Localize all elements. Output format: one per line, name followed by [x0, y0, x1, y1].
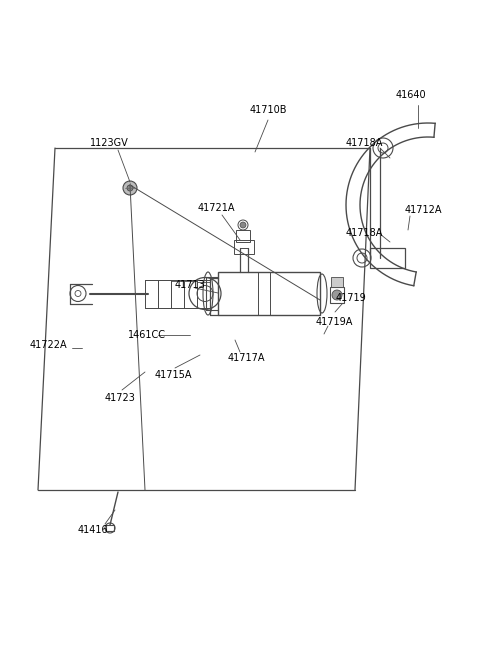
- Text: 41712A: 41712A: [405, 205, 443, 215]
- Text: 41416: 41416: [78, 525, 108, 535]
- Text: 41640: 41640: [396, 90, 427, 100]
- Text: 41723: 41723: [105, 393, 136, 403]
- Text: 41722A: 41722A: [30, 340, 68, 350]
- Circle shape: [127, 185, 133, 191]
- Bar: [236, 230, 250, 242]
- Text: 41719: 41719: [336, 293, 367, 303]
- Circle shape: [240, 222, 246, 228]
- Text: 41710B: 41710B: [250, 105, 288, 115]
- Text: 41717A: 41717A: [228, 353, 265, 363]
- Bar: [106, 525, 114, 531]
- Text: 41718A: 41718A: [346, 138, 384, 148]
- Bar: [330, 287, 344, 303]
- Bar: [145, 280, 158, 307]
- Bar: [234, 240, 254, 254]
- Bar: [197, 282, 210, 307]
- Text: 1123GV: 1123GV: [90, 138, 129, 148]
- Text: 41713: 41713: [175, 280, 206, 290]
- Bar: [184, 281, 197, 307]
- Text: 41715A: 41715A: [155, 370, 192, 380]
- Bar: [370, 248, 405, 268]
- Text: 41718A: 41718A: [346, 228, 384, 238]
- Bar: [331, 277, 343, 287]
- Circle shape: [123, 181, 137, 195]
- Text: 41721A: 41721A: [198, 203, 236, 213]
- Bar: [171, 280, 184, 307]
- Bar: [158, 280, 171, 307]
- Circle shape: [332, 290, 342, 300]
- Text: 1461CC: 1461CC: [128, 330, 166, 340]
- Bar: [218, 272, 320, 315]
- Text: 41719A: 41719A: [316, 317, 353, 327]
